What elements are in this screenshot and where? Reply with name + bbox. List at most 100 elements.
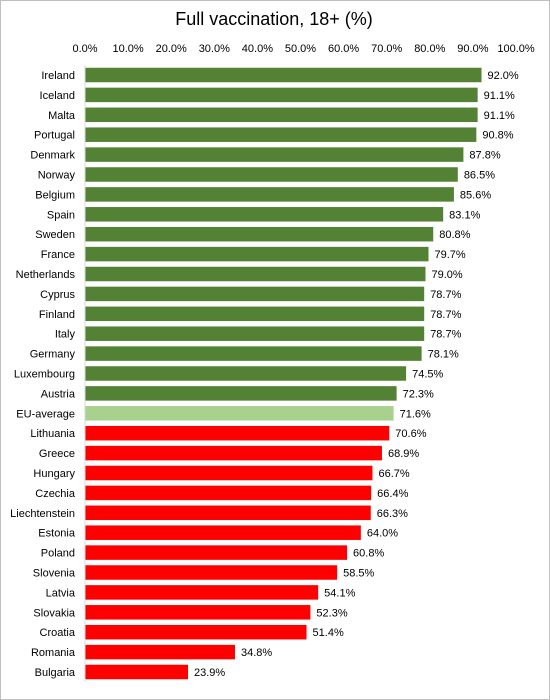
bar-hungary: [85, 465, 373, 481]
x-tick-label: 100.0%: [497, 43, 535, 55]
data-label: 79.0%: [431, 269, 462, 281]
data-label: 66.4%: [377, 488, 408, 500]
bar-portugal: [85, 127, 477, 142]
x-tick-label: 30.0%: [199, 43, 230, 55]
bar-estonia: [85, 525, 361, 540]
bar-ireland: [85, 67, 482, 83]
data-label: 78.7%: [430, 309, 461, 321]
category-label: Slovakia: [33, 607, 75, 619]
data-label: 91.1%: [484, 90, 515, 102]
bar-latvia: [85, 585, 319, 600]
category-label: Italy: [55, 329, 76, 341]
x-tick-label: 20.0%: [156, 43, 187, 55]
data-label: 87.8%: [469, 150, 500, 162]
x-tick-label: 40.0%: [242, 43, 273, 55]
category-label: Iceland: [40, 90, 75, 102]
data-label: 72.3%: [403, 388, 434, 400]
data-label: 71.6%: [400, 408, 431, 420]
category-label: Portugal: [34, 130, 75, 142]
bar-denmark: [85, 147, 464, 162]
x-tick-label: 60.0%: [328, 43, 359, 55]
category-label: Belgium: [35, 189, 75, 201]
category-label: France: [41, 249, 75, 261]
data-label: 51.4%: [313, 627, 344, 639]
data-label: 66.7%: [378, 468, 409, 480]
data-label: 64.0%: [367, 528, 398, 540]
x-tick-label: 90.0%: [457, 43, 488, 55]
bar-liechtenstein: [85, 505, 371, 521]
category-label: Poland: [41, 548, 75, 560]
category-label: Czechia: [35, 488, 76, 500]
data-label: 58.5%: [343, 568, 374, 580]
data-label: 23.9%: [194, 667, 225, 679]
data-label: 85.6%: [460, 189, 491, 201]
bar-norway: [85, 167, 458, 182]
category-label: Cyprus: [40, 289, 75, 301]
data-label: 78.7%: [430, 329, 461, 341]
data-label: 52.3%: [316, 607, 347, 619]
bar-germany: [85, 346, 422, 361]
bar-finland: [85, 306, 425, 322]
category-label: Sweden: [35, 229, 75, 241]
bar-czechia: [85, 485, 372, 501]
data-label: 91.1%: [484, 110, 515, 122]
category-label: Malta: [48, 110, 76, 122]
bar-slovakia: [85, 605, 311, 620]
x-tick-label: 50.0%: [285, 43, 316, 55]
bar-greece: [85, 445, 382, 461]
data-label: 74.5%: [412, 369, 443, 381]
data-label: 92.0%: [488, 70, 519, 82]
bar-belgium: [85, 187, 454, 202]
data-label: 86.5%: [464, 170, 495, 182]
category-label: Hungary: [33, 468, 75, 480]
category-label: Liechtenstein: [10, 508, 75, 520]
data-label: 54.1%: [324, 587, 355, 599]
data-label: 34.8%: [241, 647, 272, 659]
data-label: 66.3%: [377, 508, 408, 520]
bar-sweden: [85, 226, 434, 242]
bar-iceland: [85, 87, 478, 103]
bar-poland: [85, 545, 348, 560]
data-label: 90.8%: [482, 130, 513, 142]
category-label: Romania: [31, 647, 76, 659]
bar-malta: [85, 107, 478, 123]
category-label: Croatia: [40, 627, 76, 639]
category-label: Denmark: [30, 150, 75, 162]
bar-austria: [85, 386, 397, 401]
category-label: Lithuania: [30, 428, 76, 440]
data-label: 78.1%: [428, 349, 459, 361]
category-label: Bulgaria: [35, 667, 76, 679]
bar-romania: [85, 644, 235, 660]
category-label: Finland: [39, 309, 75, 321]
category-label: Slovenia: [33, 568, 76, 580]
data-label: 60.8%: [353, 548, 384, 560]
category-label: Latvia: [46, 587, 76, 599]
data-label: 83.1%: [449, 209, 480, 221]
x-tick-label: 80.0%: [414, 43, 445, 55]
bar-spain: [85, 207, 444, 222]
bar-slovenia: [85, 565, 338, 580]
category-label: Germany: [30, 349, 76, 361]
category-label: Luxembourg: [14, 369, 75, 381]
bar-eu-average: [85, 406, 394, 421]
data-label: 68.9%: [388, 448, 419, 460]
category-label: EU-average: [16, 408, 75, 420]
data-label: 80.8%: [439, 229, 470, 241]
category-label: Ireland: [41, 70, 75, 82]
category-label: Estonia: [38, 528, 76, 540]
data-label: 78.7%: [430, 289, 461, 301]
data-label: 70.6%: [395, 428, 426, 440]
bar-netherlands: [85, 266, 426, 282]
x-tick-label: 10.0%: [112, 43, 143, 55]
category-label: Spain: [47, 209, 75, 221]
bar-luxembourg: [85, 366, 407, 381]
x-tick-label: 70.0%: [371, 43, 402, 55]
bar-cyprus: [85, 286, 425, 302]
bar-croatia: [85, 624, 307, 640]
category-label: Greece: [39, 448, 75, 460]
x-tick-label: 0.0%: [72, 43, 97, 55]
category-label: Austria: [41, 388, 76, 400]
category-label: Netherlands: [16, 269, 76, 281]
data-label: 79.7%: [435, 249, 466, 261]
